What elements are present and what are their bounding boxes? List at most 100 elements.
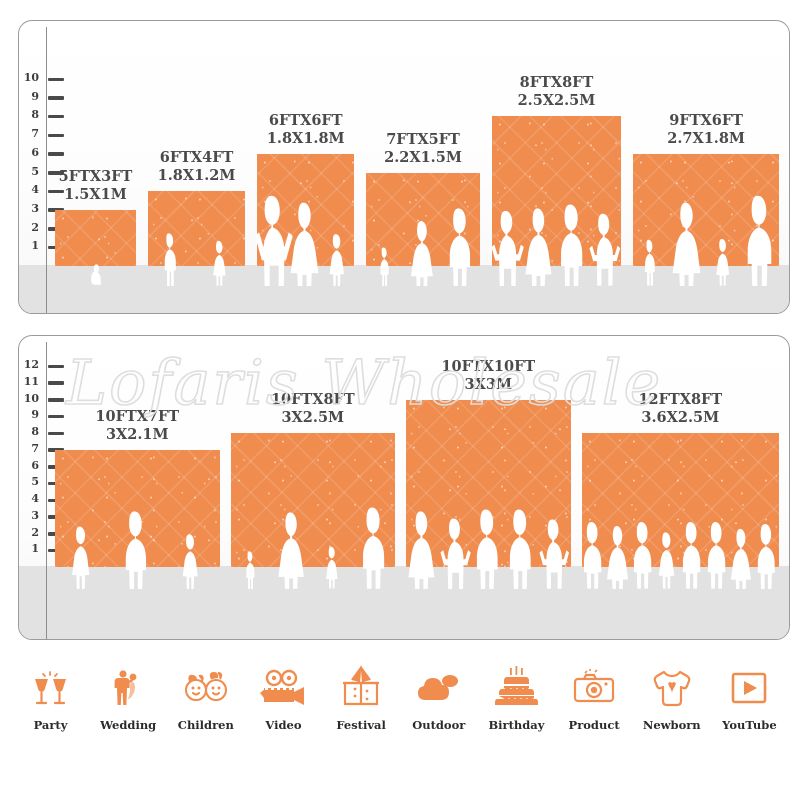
person-silhouette [254,195,293,286]
person-silhouette [380,247,389,286]
y-axis-tick: 5 [19,164,65,179]
small-medium-panel: 10 9 8 7 6 5 4 3 2 1 5FTX3FT 1.5X1M 6FTX4FT 1.8X1.2M… [18,20,790,314]
bar-size-m: 3X2.1M [105,425,169,443]
person-silhouette [246,551,254,589]
use-case-item[interactable]: Video [245,660,322,732]
use-case-item[interactable]: Party [12,660,89,732]
toast-glasses-icon [29,660,73,716]
y-axis-tick-mark [48,96,64,100]
bar-size-ft: 10FTX10FT [441,357,536,375]
bar-size-m: 2.7X1.8M [667,129,745,147]
y-axis-tick-label: 7 [31,127,39,141]
y-axis-tick-mark [48,189,64,194]
bar-size-label: 7FTX5FT 2.2X1.5M [384,131,462,167]
y-axis-tick-label: 7 [31,441,39,455]
bar-size-ft: 12FTX8FT [638,391,723,408]
use-case-label: Outdoor [412,718,466,732]
use-case-item[interactable]: YouTube [711,660,788,732]
person-silhouette [672,202,701,286]
layer-cake-icon [493,660,539,716]
bar-size-m: 2.2X1.5M [384,148,462,166]
medium-large-panel: 12 11 10 9 8 7 6 5 4 3 2 1 10FTX7FT 3X2.1M 10FTX8FT 3X… [18,335,790,640]
person-silhouette [476,509,498,589]
use-case-item[interactable]: Product [556,660,633,732]
use-case-label: Video [265,718,302,732]
bar-size-label: 6FTX4FT 1.8X1.2M [158,149,236,185]
y-axis-tick-mark [48,114,64,119]
y-axis-tick-mark [48,133,64,138]
y-axis-tick-label: 10 [23,71,39,84]
use-case-item[interactable]: Birthday [478,660,555,732]
bar-size-m: 3X3M [464,375,513,393]
person-silhouette [440,518,471,589]
panel-floor-bottom [19,566,789,639]
bar-size-ft: 5FTX3FT [58,167,133,185]
use-case-label: Party [33,718,68,732]
y-axis-tick-label: 10 [23,391,39,405]
bar-size-label: 8FTX8FT 2.5X2.5M [518,74,596,110]
y-axis-tick: 9 [19,409,65,422]
use-case-label: Children [177,718,234,732]
person-silhouette [525,207,552,286]
person-silhouette [539,519,569,589]
use-case-item[interactable]: Children [167,660,244,732]
y-axis-tick-label: 4 [31,492,39,505]
person-silhouette [278,512,304,589]
person-silhouette [633,522,652,589]
bar-size-label: 10FTX8FT 3X2.5M [271,391,355,427]
use-case-item[interactable]: Outdoor [400,660,477,732]
y-axis-tick-label: 4 [31,183,39,197]
y-axis-tick: 12 [19,359,65,372]
person-silhouette [716,239,730,286]
y-axis-tick: 4 [19,183,65,197]
y-axis-tick-mark [48,152,64,156]
two-kid-faces-icon [181,660,231,716]
y-axis-tick: 10 [19,71,65,85]
y-axis-tick-mark [48,414,64,419]
y-axis-tick-mark [48,398,64,402]
person-silhouette [329,233,344,286]
person-silhouette [730,528,751,589]
bar-size-label: 10FTX10FT 3X3M [441,358,535,394]
use-case-item[interactable]: Festival [323,660,400,732]
y-axis-tick-label: 2 [31,525,39,539]
bar-group-top: 5FTX3FT 1.5X1M 6FTX4FT 1.8X1.2M 6FTX6FT 1.8X1… [19,21,789,313]
y-axis-tick-label: 8 [31,425,39,438]
person-silhouette [757,524,775,589]
bar-size-ft: 6FTX4FT [159,149,234,167]
bar-size-ft: 10FTX7FT [95,407,180,425]
person-silhouette [449,207,470,286]
person-silhouette [410,220,433,286]
y-axis-tick-label: 1 [31,239,39,253]
bar-size-label: 9FTX6FT 2.7X1.8M [667,112,745,148]
person-silhouette [561,204,583,286]
y-axis-tick-mark [48,77,64,82]
person-silhouette [91,264,102,285]
person-silhouette [584,522,602,589]
panel-floor-top [19,265,789,313]
y-axis-tick-label: 6 [31,145,39,159]
bar-group-bottom: 10FTX7FT 3X2.1M 10FTX8FT 3X2.5M 10FTX10FT 3X3… [19,336,789,639]
y-axis-tick-label: 3 [31,508,39,522]
use-case-icon-row: Party Wedding Children [12,660,788,760]
y-axis-tick-label: 2 [31,220,39,234]
person-silhouette [747,195,772,286]
use-case-item[interactable]: Newborn [633,660,710,732]
y-axis-tick: 8 [19,425,65,439]
person-silhouette [606,525,628,589]
y-axis-tick: 9 [19,89,65,104]
person-silhouette [683,522,701,589]
bar-size-m: 3.6X2.5M [641,409,720,426]
y-axis-tick-label: 9 [31,89,39,103]
bar-size-ft: 10FTX8FT [270,391,355,408]
y-axis-tick-label: 5 [31,164,39,178]
bar-size-m: 3X2.5M [281,409,345,426]
y-axis-tick-label: 8 [31,108,39,122]
onesie-icon [650,660,694,716]
y-axis-tick-label: 6 [31,458,39,472]
bar-size-label: 5FTX3FT 1.5X1M [59,168,133,204]
y-axis-tick-mark [48,431,64,436]
y-axis-tick-label: 1 [31,542,39,556]
use-case-item[interactable]: Wedding [90,660,167,732]
